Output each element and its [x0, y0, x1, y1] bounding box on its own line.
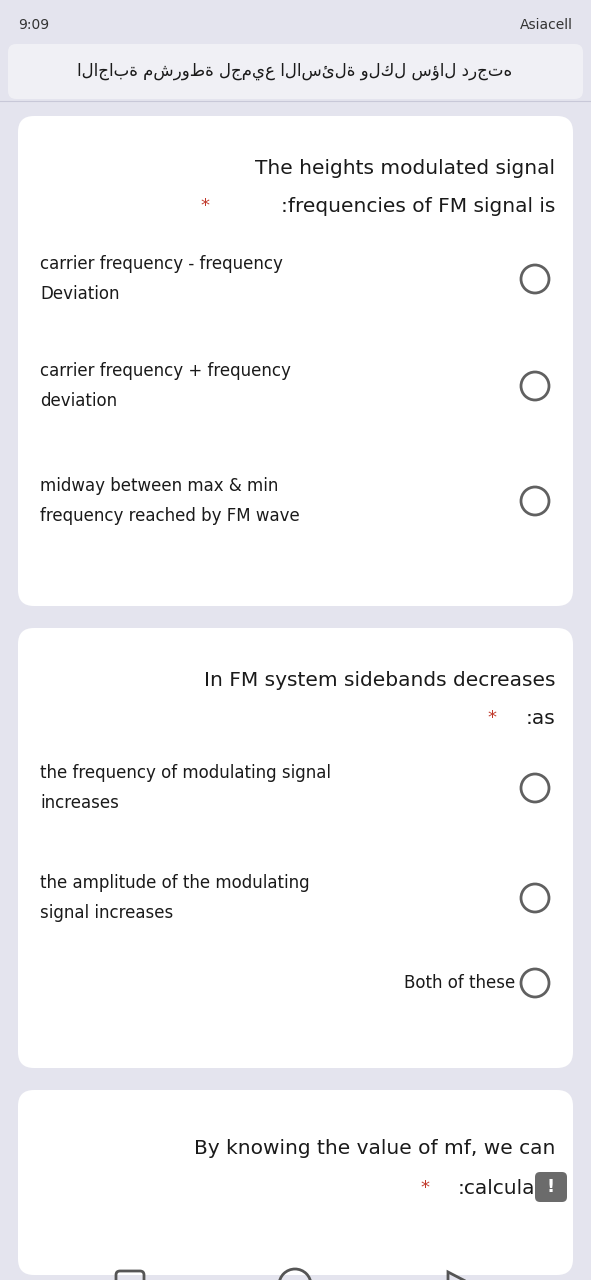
Text: *: * [420, 1179, 429, 1197]
Text: :as: :as [525, 709, 555, 727]
FancyBboxPatch shape [18, 628, 573, 1068]
Text: Both of these: Both of these [404, 974, 515, 992]
Text: Deviation: Deviation [40, 285, 119, 303]
Text: carrier frequency - frequency: carrier frequency - frequency [40, 255, 283, 273]
Text: frequency reached by FM wave: frequency reached by FM wave [40, 507, 300, 525]
Text: carrier frequency + frequency: carrier frequency + frequency [40, 362, 291, 380]
Text: the amplitude of the modulating: the amplitude of the modulating [40, 874, 310, 892]
Text: midway between max & min: midway between max & min [40, 477, 278, 495]
Text: the frequency of modulating signal: the frequency of modulating signal [40, 764, 331, 782]
FancyBboxPatch shape [18, 1091, 573, 1275]
Text: By knowing the value of mf, we can: By knowing the value of mf, we can [194, 1138, 555, 1157]
Text: The heights modulated signal: The heights modulated signal [255, 159, 555, 178]
Text: :calculate: :calculate [457, 1179, 555, 1198]
FancyBboxPatch shape [18, 116, 573, 605]
Text: :frequencies of FM signal is: :frequencies of FM signal is [281, 197, 555, 215]
Text: In FM system sidebands decreases: In FM system sidebands decreases [203, 671, 555, 690]
Text: increases: increases [40, 794, 119, 812]
Text: !: ! [547, 1178, 555, 1196]
Text: *: * [487, 709, 496, 727]
Text: الاجابة مشروطة لجميع الاسئلة ولكل سؤال درجته: الاجابة مشروطة لجميع الاسئلة ولكل سؤال د… [77, 61, 512, 79]
FancyBboxPatch shape [8, 44, 583, 99]
Text: deviation: deviation [40, 392, 117, 410]
Text: 9:09: 9:09 [18, 18, 49, 32]
Text: *: * [200, 197, 209, 215]
Text: Asiacell: Asiacell [520, 18, 573, 32]
Text: signal increases: signal increases [40, 904, 173, 922]
FancyBboxPatch shape [535, 1172, 567, 1202]
